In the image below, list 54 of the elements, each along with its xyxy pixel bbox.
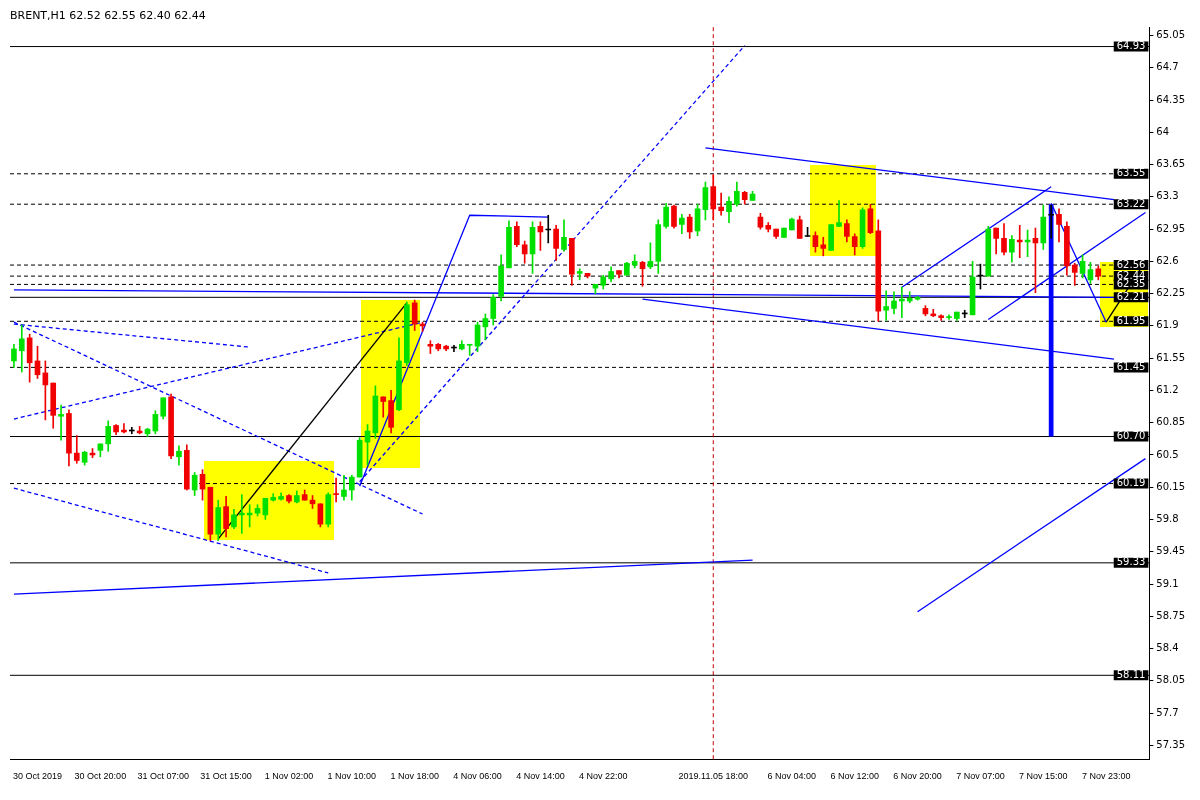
ref-line-label: 63.55 — [1116, 167, 1146, 179]
y-tick-label: 62.6 — [1156, 254, 1179, 266]
ref-line-label: 62.44 — [1116, 269, 1146, 281]
y-tick-label: 62.95 — [1156, 222, 1186, 234]
y-tick-label: 57.35 — [1156, 738, 1186, 750]
ref-line-label: 62.35 — [1116, 278, 1146, 290]
y-tick-label: 58.4 — [1156, 642, 1179, 654]
y-tick-label: 60.85 — [1156, 416, 1186, 428]
x-tick-label: 7 Nov 07:00 — [956, 771, 1005, 782]
ref-line-label: 63.22 — [1116, 197, 1146, 209]
x-tick-label: 7 Nov 15:00 — [1019, 771, 1068, 782]
y-tick-label: 61.55 — [1156, 351, 1186, 363]
y-tick-label: 64.35 — [1156, 93, 1186, 105]
y-tick-label: 64 — [1156, 125, 1170, 137]
x-tick-label: 1 Nov 02:00 — [264, 771, 314, 782]
ref-line-label: 62.56 — [1116, 258, 1146, 270]
ref-line-label: 64.93 — [1116, 40, 1146, 52]
x-tick-label: 6 Nov 20:00 — [893, 771, 942, 782]
x-tick-label: 1 Nov 10:00 — [327, 771, 377, 782]
x-tick-label: 4 Nov 14:00 — [516, 771, 565, 782]
y-tick-label: 60.5 — [1156, 448, 1179, 460]
chart-title: BRENT,H1 62.52 62.55 62.40 62.44 — [10, 9, 206, 23]
y-tick-label: 57.7 — [1156, 706, 1179, 718]
y-tick-label: 65.05 — [1156, 29, 1186, 41]
y-tick-label: 58.75 — [1156, 609, 1186, 621]
y-tick-label: 61.9 — [1156, 319, 1179, 331]
y-tick-label: 58.05 — [1156, 674, 1186, 686]
y-tick-label: 63.65 — [1156, 158, 1186, 170]
ref-line-label: 58.11 — [1116, 668, 1146, 680]
x-tick-label: 30 Oct 2019 — [12, 771, 63, 782]
ref-line-label: 61.95 — [1116, 314, 1146, 326]
x-tick-label: 31 Oct 15:00 — [200, 771, 252, 782]
ref-line-label: 59.33 — [1116, 556, 1146, 568]
x-tick-label: 4 Nov 22:00 — [578, 771, 628, 782]
x-tick-label: 30 Oct 20:00 — [74, 771, 127, 782]
ref-line-label: 62.21 — [1116, 290, 1146, 302]
x-tick-label: 7 Nov 23:00 — [1081, 771, 1131, 782]
y-tick-label: 63.3 — [1156, 190, 1179, 202]
x-tick-label: 6 Nov 04:00 — [767, 771, 817, 782]
x-tick-label: 6 Nov 12:00 — [830, 771, 879, 782]
y-tick-label: 61.2 — [1156, 384, 1179, 396]
ref-line-label: 61.45 — [1116, 360, 1146, 372]
x-tick-label: 31 Oct 07:00 — [137, 771, 189, 782]
x-tick-label: 1 Nov 18:00 — [390, 771, 439, 782]
x-tick-label: 2019.11.05 18:00 — [678, 771, 748, 782]
y-tick-label: 59.1 — [1156, 577, 1179, 589]
x-tick-label: 4 Nov 06:00 — [453, 771, 502, 782]
ref-line-label: 60.19 — [1116, 477, 1146, 489]
y-tick-label: 59.45 — [1156, 545, 1186, 557]
ref-line-label: 60.70 — [1116, 430, 1146, 442]
y-tick-label: 64.7 — [1156, 61, 1179, 73]
y-tick-label: 60.15 — [1156, 480, 1186, 492]
y-tick-label: 62.25 — [1156, 287, 1186, 299]
y-tick-label: 59.8 — [1156, 513, 1179, 525]
